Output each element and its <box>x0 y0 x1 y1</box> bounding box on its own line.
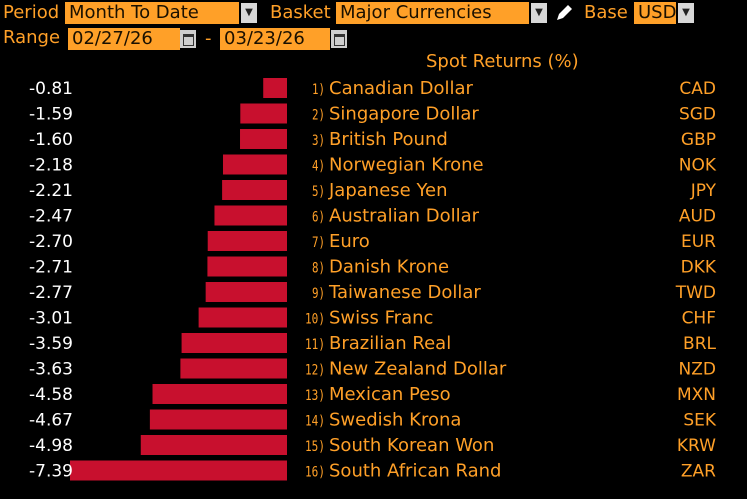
value-label: -1.59 <box>29 105 73 125</box>
value-label: -1.60 <box>29 130 73 150</box>
currency-name-label: Danish Krone <box>329 257 449 278</box>
rank-label: 11) <box>305 337 325 353</box>
bar <box>207 256 287 277</box>
rank-label: 13) <box>305 388 325 404</box>
period-dropdown-icon[interactable]: ▼ <box>241 3 257 23</box>
base-label: Base <box>584 2 628 23</box>
currency-code-label: ZAR <box>681 462 716 482</box>
currency-name-label: Canadian Dollar <box>329 78 474 99</box>
currency-code-label: AUD <box>679 207 716 227</box>
bar <box>207 231 287 251</box>
bar <box>222 180 287 200</box>
basket-label: Basket <box>270 2 331 23</box>
bar <box>152 384 287 404</box>
rank-label: 14) <box>305 414 325 430</box>
value-label: -2.47 <box>29 207 73 227</box>
currency-name-label: Euro <box>329 231 370 252</box>
bar <box>205 282 287 302</box>
currency-name-label: South African Rand <box>329 461 501 482</box>
currency-code-label: BRL <box>683 334 716 354</box>
currency-code-label: NOK <box>679 156 717 176</box>
rank-label: 3) <box>312 133 325 149</box>
rank-label: 8) <box>312 261 325 277</box>
rank-label: 4) <box>312 159 325 175</box>
currency-name-label: British Pound <box>329 129 448 150</box>
bar <box>222 154 287 175</box>
currency-name-label: Brazilian Real <box>329 333 451 354</box>
toolbar: Period Month To Date ▼ Basket Major Curr… <box>0 0 747 52</box>
value-label: -3.59 <box>29 334 73 354</box>
edit-pencil-icon[interactable] <box>554 3 574 23</box>
rank-label: 9) <box>312 286 325 302</box>
base-dropdown-icon[interactable]: ▼ <box>678 3 694 23</box>
bar <box>70 460 287 481</box>
base-select[interactable]: USD <box>634 2 676 24</box>
bar <box>263 78 287 98</box>
currency-name-label: Japanese Yen <box>328 180 448 201</box>
currency-code-label: MXN <box>677 385 716 405</box>
range-separator: - <box>205 28 212 49</box>
value-label: -3.01 <box>29 309 73 329</box>
currency-code-label: EUR <box>681 232 716 252</box>
value-label: -4.98 <box>29 436 73 456</box>
currency-code-label: GBP <box>681 130 716 150</box>
value-label: -4.58 <box>29 385 73 405</box>
basket-dropdown-icon[interactable]: ▼ <box>531 3 547 23</box>
range-label: Range <box>3 27 61 48</box>
currency-code-label: TWD <box>675 283 716 303</box>
bar <box>180 358 287 379</box>
range-start-calendar-icon[interactable] <box>180 30 196 48</box>
value-label: -2.21 <box>29 181 73 201</box>
currency-name-label: South Korean Won <box>329 435 494 456</box>
spot-returns-chart: -0.81 1) Canadian Dollar CAD -1.59 2) Singapor… <box>29 78 717 482</box>
basket-select[interactable]: Major Currencies <box>336 2 529 24</box>
bar <box>214 205 287 226</box>
range-end-calendar-icon[interactable] <box>331 30 347 48</box>
value-label: -2.18 <box>29 156 73 176</box>
period-label: Period <box>3 2 60 23</box>
currency-name-label: Singapore Dollar <box>329 104 479 125</box>
currency-code-label: SGD <box>679 105 716 125</box>
bar <box>149 409 287 430</box>
currency-code-label: SEK <box>683 411 717 431</box>
bar <box>240 129 287 149</box>
currency-code-label: CHF <box>682 309 716 329</box>
currency-code-label: NZD <box>679 360 716 380</box>
range-end-input[interactable]: 03/23/26 <box>220 28 330 50</box>
currency-name-label: Australian Dollar <box>329 206 480 227</box>
rank-label: 12) <box>305 363 325 379</box>
value-label: -2.70 <box>29 232 73 252</box>
currency-code-label: KRW <box>677 436 716 456</box>
bar <box>181 333 287 353</box>
bar <box>198 307 287 328</box>
currency-code-label: JPY <box>690 181 717 201</box>
currency-name-label: Norwegian Krone <box>329 155 484 176</box>
currency-name-label: New Zealand Dollar <box>329 359 507 380</box>
rank-label: 5) <box>312 184 325 200</box>
currency-code-label: DKK <box>681 258 717 278</box>
period-select[interactable]: Month To Date <box>65 2 239 24</box>
rank-label: 6) <box>312 210 325 226</box>
currency-name-label: Taiwanese Dollar <box>328 282 481 303</box>
rank-label: 1) <box>312 82 325 98</box>
rank-label: 15) <box>305 439 325 455</box>
currency-name-label: Swiss Franc <box>329 308 433 329</box>
value-label: -3.63 <box>29 360 73 380</box>
rank-label: 16) <box>305 465 325 481</box>
value-label: -2.71 <box>29 258 73 278</box>
value-label: -2.77 <box>29 283 73 303</box>
range-start-input[interactable]: 02/27/26 <box>68 28 180 50</box>
value-label: -4.67 <box>29 411 73 431</box>
currency-code-label: CAD <box>679 79 716 99</box>
currency-name-label: Swedish Krona <box>329 410 461 431</box>
rank-label: 2) <box>312 108 325 124</box>
rank-label: 10) <box>305 312 325 328</box>
value-label: -0.81 <box>29 79 73 99</box>
chart-title: Spot Returns (%) <box>426 51 579 72</box>
bar <box>240 103 287 124</box>
rank-label: 7) <box>312 235 325 251</box>
bar <box>140 435 287 455</box>
value-label: -7.39 <box>29 462 73 482</box>
currency-name-label: Mexican Peso <box>329 384 451 405</box>
